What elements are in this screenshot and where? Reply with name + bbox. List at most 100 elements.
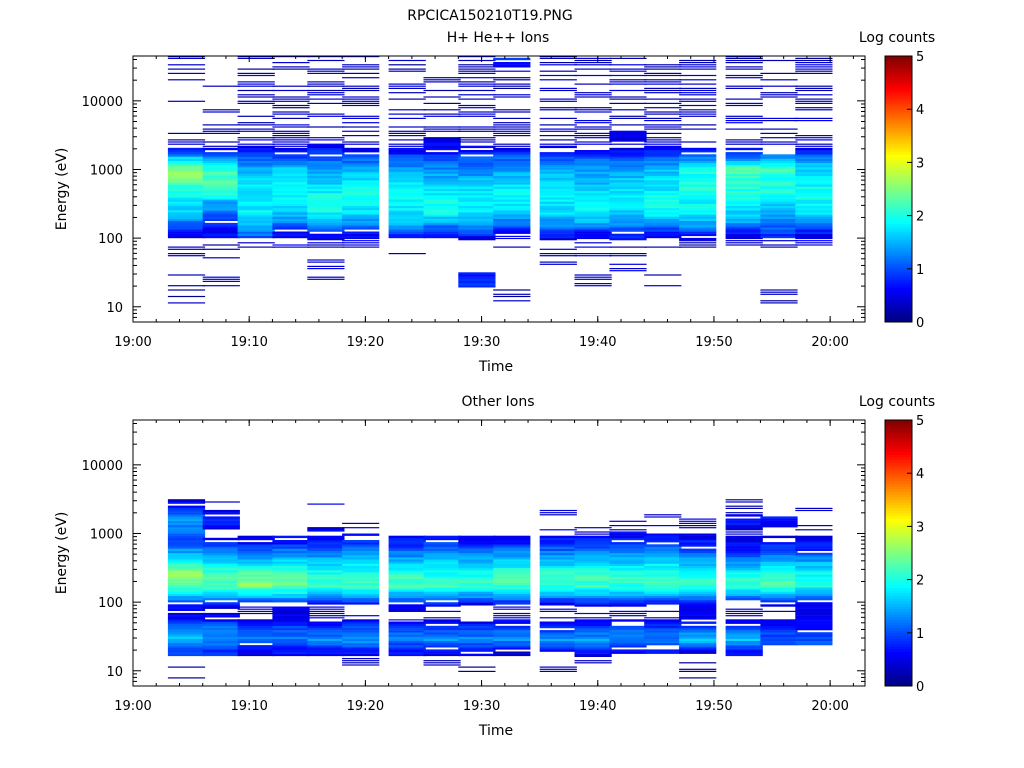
heatmap-cell [574, 285, 612, 287]
heatmap-cell [795, 120, 833, 122]
colorbar-segment [885, 119, 912, 123]
heatmap-cell [342, 550, 380, 554]
heatmap-cell [272, 546, 310, 549]
heatmap-cell [272, 62, 310, 64]
heatmap-cell [609, 640, 647, 644]
heatmap-cell [388, 587, 426, 590]
colorbar-segment [885, 212, 912, 216]
heatmap-cell [342, 552, 380, 556]
heatmap-cell [493, 653, 531, 657]
heatmap-cell [458, 274, 496, 277]
heatmap-cell [795, 70, 833, 72]
heatmap-cell [458, 229, 496, 232]
heatmap-cell [458, 546, 496, 549]
heatmap-cell [574, 57, 612, 59]
heatmap-cell [760, 597, 798, 601]
heatmap-cell [574, 162, 612, 166]
heatmap-cell [539, 640, 577, 644]
heatmap-cell [725, 647, 763, 650]
heatmap-cell [237, 585, 275, 588]
heatmap-cell [539, 235, 577, 239]
heatmap-cell [760, 516, 798, 519]
heatmap-cell [795, 107, 833, 109]
heatmap-cell [342, 122, 380, 124]
heatmap-cell [202, 576, 240, 579]
heatmap-cell [167, 197, 206, 200]
heatmap-cell [574, 647, 612, 650]
heatmap-cell [167, 567, 206, 571]
heatmap-cell [342, 218, 380, 221]
heatmap-cell [272, 220, 310, 224]
heatmap-cell [679, 552, 717, 556]
heatmap-cell [795, 210, 833, 213]
heatmap-cell [388, 188, 426, 191]
heatmap-cell [760, 132, 798, 134]
heatmap-cell [237, 565, 275, 569]
heatmap-cell [760, 92, 798, 94]
heatmap-cell [272, 610, 310, 614]
heatmap-cell [493, 608, 531, 610]
heatmap-cell [388, 162, 426, 166]
heatmap-cell [388, 574, 426, 577]
heatmap-cell [609, 160, 647, 164]
colorbar-segment [885, 210, 912, 214]
heatmap-cell [167, 593, 206, 596]
heatmap-cell [795, 180, 833, 183]
heatmap-cell [679, 555, 717, 558]
heatmap-cell [609, 634, 647, 637]
heatmap-cell [202, 561, 240, 564]
colorbar-segment [885, 223, 912, 227]
colorbar-segment [885, 446, 912, 450]
heatmap-cell [493, 621, 531, 624]
heatmap-cell [307, 216, 345, 219]
heatmap-cell [609, 610, 647, 612]
heatmap-cell [609, 199, 647, 202]
heatmap-cell [307, 638, 345, 641]
heatmap-cell [679, 111, 717, 113]
heatmap-cell [167, 218, 206, 221]
heatmap-cell [725, 533, 763, 535]
heatmap-cell [760, 595, 798, 599]
heatmap-cell [795, 561, 833, 564]
heatmap-cell [237, 150, 275, 153]
heatmap-cell [609, 630, 647, 633]
heatmap-cell [423, 154, 461, 157]
heatmap-cell [388, 165, 426, 168]
heatmap-cell [167, 214, 206, 217]
heatmap-cell [342, 540, 380, 543]
heatmap-cell [272, 615, 310, 618]
heatmap-cell [272, 246, 310, 248]
heatmap-cell [388, 557, 426, 560]
heatmap-cell [609, 214, 647, 217]
colorbar-segment [885, 560, 912, 565]
heatmap-cell [725, 68, 763, 70]
heatmap-cell [679, 595, 717, 599]
colorbar-segment [885, 451, 912, 455]
heatmap-cell [795, 100, 833, 102]
heatmap-cell [493, 122, 531, 124]
heatmap-cell [725, 597, 763, 601]
heatmap-cell [795, 150, 833, 153]
colorbar-segment [885, 603, 912, 607]
heatmap-cell [167, 636, 206, 639]
colorbar-segment [885, 587, 912, 591]
heatmap-cell [307, 177, 345, 181]
heatmap-cell [644, 565, 682, 569]
colorbar-segment [885, 111, 912, 115]
heatmap-cell [167, 580, 206, 584]
heatmap-cell [795, 525, 833, 527]
colorbar-segment [885, 672, 912, 676]
heatmap-cell [167, 512, 206, 515]
heatmap-cell [609, 585, 647, 588]
heatmap-cell [539, 542, 577, 545]
heatmap-cell [423, 167, 461, 170]
colorbar-segment [885, 680, 912, 684]
heatmap-cell [167, 574, 206, 577]
heatmap-cell [609, 531, 647, 534]
heatmap-cell [493, 565, 531, 569]
colorbar-segment [885, 611, 912, 615]
colorbar-segment [885, 678, 912, 682]
heatmap-cell [202, 218, 240, 221]
heatmap-cell [272, 113, 310, 115]
heatmap-cell [167, 555, 206, 558]
